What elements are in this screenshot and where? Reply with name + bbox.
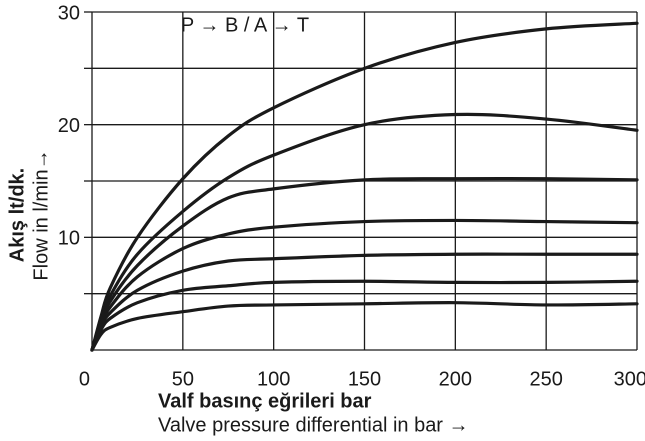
curve [90,218,639,352]
x-axis-label-2: Valve pressure differential in bar → [158,414,469,436]
curve [90,301,639,352]
x-tick-label: 250 [529,368,562,390]
curve [90,21,639,352]
x-tick-label: 200 [439,368,472,390]
curve [90,252,639,352]
x-tick-label: 300 [614,368,645,390]
y-tick-label: 20 [58,115,80,137]
y-axis-label: Akış lt/dk. [6,168,28,262]
x-axis-label: Valf basınç eğrileri bar [158,390,372,412]
chart-title: P → B / A → T [181,14,309,36]
curve [90,279,639,352]
curve [90,177,639,352]
x-tick-label: 0 [79,368,90,390]
y-tick-label: 30 [58,2,80,24]
y-tick-label: 10 [58,228,80,250]
y-axis-label-2: Flow in l/min→ [30,149,52,280]
x-tick-label: 100 [257,368,290,390]
x-tick-label: 50 [172,368,194,390]
x-tick-label: 150 [348,368,381,390]
curve [90,112,639,352]
